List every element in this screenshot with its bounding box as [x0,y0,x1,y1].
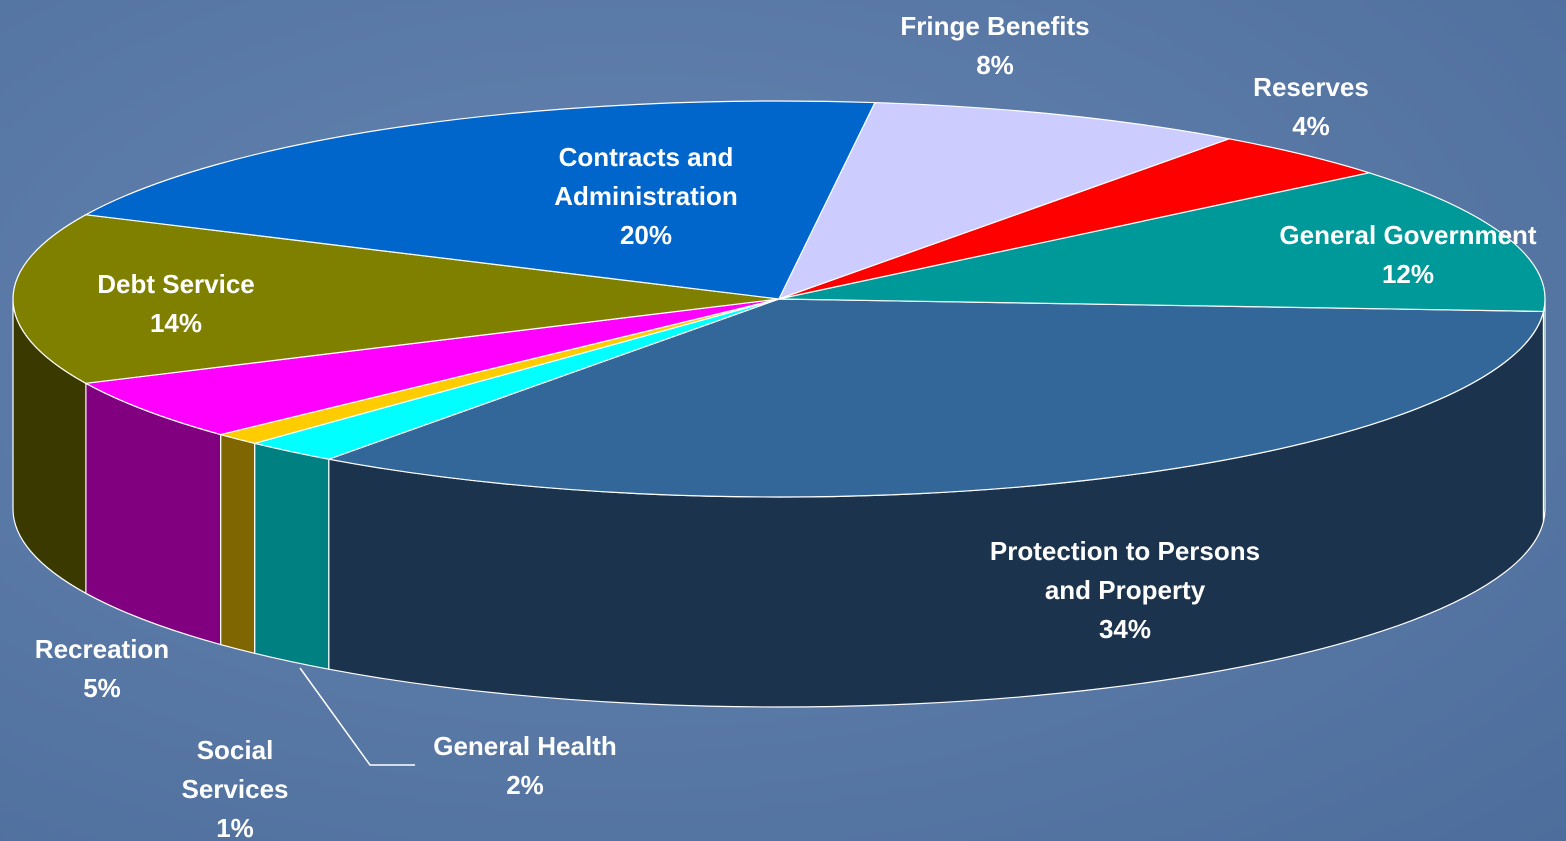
value-label: 1% [216,813,254,841]
slice-side [254,442,330,670]
category-name: General Government [1279,220,1537,250]
value-label: 14% [149,308,203,338]
value-label: 5% [83,673,121,703]
category-name: General Health [433,731,617,761]
category-name: Contracts and Administration [554,142,738,211]
category-name: Protection to Persons and Property [989,536,1261,605]
value-label: 4% [1292,111,1330,141]
slice [777,101,1232,301]
slice-label: Reserves 4% [1211,68,1411,146]
slice [12,214,780,384]
category-name: Social Services [181,735,289,804]
slice-label: Protection to Persons and Property 34% [965,532,1285,649]
slice-label: General Health 2% [395,727,655,805]
slice-side [220,433,256,655]
value-label: 8% [976,50,1014,80]
slice [326,298,1545,498]
category-name: Debt Service [97,269,255,299]
slice [778,172,1546,313]
slice-side [1542,298,1546,522]
slice-label: Debt Service 14% [56,265,296,343]
category-name: Fringe Benefits [900,11,1090,41]
category-name: Reserves [1253,72,1369,102]
value-label: 20% [619,220,673,250]
slice-label: Social Services 1% [165,731,305,841]
value-label: 34% [1098,614,1152,644]
value-label: 2% [506,770,544,800]
value-label: 12% [1381,259,1435,289]
slice [83,100,876,300]
slice-label: Contracts and Administration 20% [531,138,761,255]
slice-label: Fringe Benefits 8% [865,7,1125,85]
slice-label: General Government 12% [1258,216,1558,294]
slice-label: Recreation 5% [2,630,202,708]
category-name: Recreation [34,634,170,664]
slice [778,138,1372,300]
slice [83,298,780,436]
leader-line [299,667,415,766]
